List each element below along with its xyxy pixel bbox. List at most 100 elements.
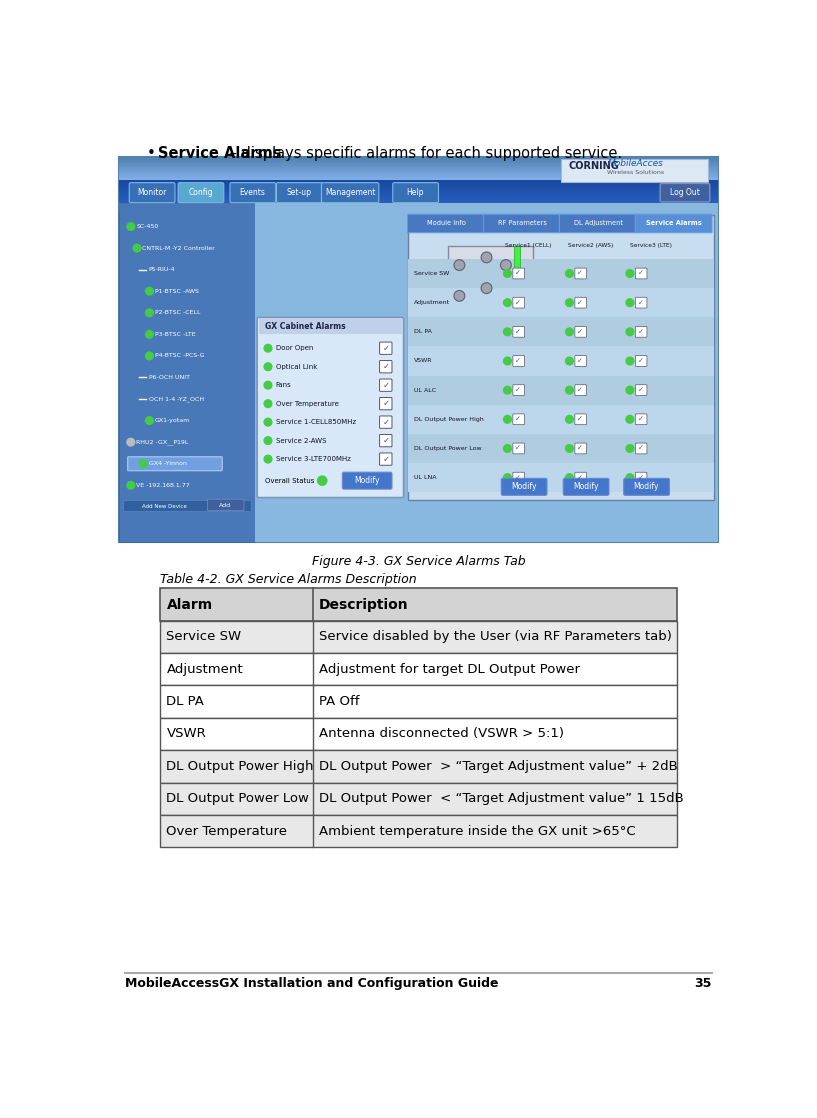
Text: Antenna disconnected (VSWR > 5:1): Antenna disconnected (VSWR > 5:1) [319,728,564,740]
Text: DL Output Power  < “Target Adjustment value” 1 15dB: DL Output Power < “Target Adjustment val… [319,793,684,805]
Text: ✓: ✓ [638,445,644,452]
Circle shape [503,328,511,335]
Circle shape [565,269,574,277]
FancyBboxPatch shape [276,182,322,202]
Text: VSWR: VSWR [167,728,206,740]
FancyBboxPatch shape [380,453,392,465]
Bar [448,246,533,350]
Circle shape [454,259,465,271]
Text: ✓: ✓ [638,271,644,276]
Circle shape [318,476,327,485]
Text: Description: Description [319,598,408,612]
Text: Optical Link: Optical Link [275,363,317,370]
Bar [160,750,677,783]
Circle shape [145,309,154,316]
Text: ✓: ✓ [382,436,389,445]
Circle shape [565,474,574,482]
Circle shape [127,222,135,230]
Bar [160,685,677,718]
FancyBboxPatch shape [575,297,587,309]
Text: UL LNA: UL LNA [414,475,437,480]
FancyBboxPatch shape [513,414,525,425]
Text: Service3 (LTE): Service3 (LTE) [630,244,672,248]
Text: ✓: ✓ [638,416,644,423]
FancyBboxPatch shape [513,297,525,309]
Circle shape [264,363,272,370]
Text: Service 1-CELL850MHz: Service 1-CELL850MHz [275,419,356,425]
Text: ✓: ✓ [516,358,521,364]
Text: ✓: ✓ [578,445,583,452]
Text: CORNING: CORNING [569,161,619,171]
FancyBboxPatch shape [513,443,525,454]
Circle shape [565,357,574,364]
FancyBboxPatch shape [513,385,525,396]
FancyBboxPatch shape [636,356,647,367]
Text: DL Output Power Low: DL Output Power Low [414,446,482,451]
Text: ✓: ✓ [516,329,521,334]
Text: Adjustment: Adjustment [414,300,450,305]
Text: ✓: ✓ [382,362,389,371]
FancyBboxPatch shape [636,268,647,278]
Text: 35: 35 [694,977,712,991]
Circle shape [503,445,511,453]
FancyBboxPatch shape [513,356,525,367]
FancyBboxPatch shape [575,385,587,396]
FancyBboxPatch shape [575,356,587,367]
Circle shape [264,400,272,407]
FancyBboxPatch shape [636,472,647,483]
Circle shape [264,455,272,463]
Bar [160,718,677,750]
Circle shape [501,259,511,271]
FancyBboxPatch shape [575,443,587,454]
Circle shape [264,344,272,352]
FancyBboxPatch shape [342,472,392,490]
Text: ✓: ✓ [382,455,389,464]
Text: ✓: ✓ [638,358,644,364]
Text: ✓: ✓ [516,445,521,452]
Text: OCH 1-4 -YZ_OCH: OCH 1-4 -YZ_OCH [149,396,203,401]
Bar [119,158,718,542]
Text: Help: Help [407,188,424,197]
Text: Table 4-2. GX Service Alarms Description: Table 4-2. GX Service Alarms Description [160,574,417,586]
Bar [408,347,714,376]
FancyBboxPatch shape [575,472,587,483]
Text: DL Output Power Low: DL Output Power Low [167,793,310,805]
Circle shape [503,299,511,306]
Text: SC-450: SC-450 [136,224,158,229]
Text: Adjustment for target DL Output Power: Adjustment for target DL Output Power [319,663,580,675]
FancyBboxPatch shape [230,182,275,202]
Text: ✓: ✓ [516,300,521,305]
Text: Service SW: Service SW [414,271,449,276]
Circle shape [454,291,465,301]
FancyBboxPatch shape [563,479,609,495]
Text: Add New Device: Add New Device [142,503,187,509]
Text: Over Temperature: Over Temperature [167,824,288,837]
Text: Log Out: Log Out [670,188,700,197]
Circle shape [264,381,272,389]
Text: P3-BTSC -LTE: P3-BTSC -LTE [155,332,195,337]
Text: ✓: ✓ [516,387,521,394]
Text: ✓: ✓ [382,343,389,352]
FancyBboxPatch shape [513,268,525,278]
Text: Monitor: Monitor [137,188,167,197]
Circle shape [145,352,154,360]
Text: ✓: ✓ [516,271,521,276]
Text: Door Open: Door Open [275,345,313,351]
Text: UL ALC: UL ALC [414,388,436,392]
Text: ✓: ✓ [382,418,389,427]
Text: •: • [146,146,155,161]
Text: P1-BTSC -AWS: P1-BTSC -AWS [155,288,199,294]
FancyBboxPatch shape [257,318,404,498]
Circle shape [140,459,147,467]
Bar [160,653,677,685]
FancyBboxPatch shape [408,215,484,233]
FancyBboxPatch shape [208,499,244,511]
Text: Service Alarms: Service Alarms [158,146,281,161]
FancyBboxPatch shape [178,182,224,202]
Text: ✓: ✓ [638,300,644,305]
Text: Service disabled by the User (via RF Parameters tab): Service disabled by the User (via RF Par… [319,631,672,644]
Circle shape [133,244,141,252]
Bar [408,434,714,463]
Text: Figure 4-3. GX Service Alarms Tab: Figure 4-3. GX Service Alarms Tab [311,555,525,568]
Text: ✓: ✓ [638,475,644,481]
